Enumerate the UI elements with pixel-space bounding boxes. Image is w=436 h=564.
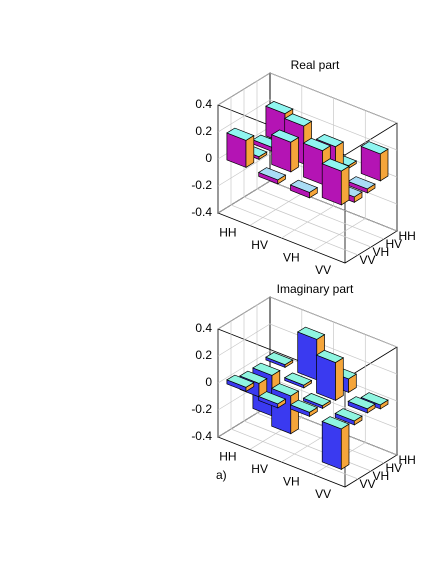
box-edge	[344, 122, 398, 156]
x-tick-label: VV	[315, 263, 331, 277]
bar-top	[283, 372, 313, 386]
x-tick-label: VH	[283, 474, 300, 488]
bar-side	[335, 357, 344, 402]
x-tick-label: HH	[219, 449, 236, 463]
bar-top	[239, 370, 268, 384]
y-tick-label: HV	[386, 461, 403, 475]
bar-top	[226, 127, 255, 141]
bar-top	[315, 134, 345, 148]
z-tick-label: 0.4	[195, 321, 212, 335]
bar-top	[347, 176, 376, 190]
bar-top	[265, 352, 294, 366]
bar-top	[265, 101, 294, 115]
x-tick-label: HH	[219, 225, 236, 239]
bar-top	[321, 416, 350, 430]
x-tick-label: HV	[251, 238, 268, 252]
y-tick-label: HH	[399, 229, 416, 243]
bar-top	[315, 349, 345, 363]
bar-top	[296, 326, 326, 340]
bar-side	[290, 136, 299, 173]
y-tick-label: VV	[360, 477, 376, 491]
bar-top	[289, 399, 319, 413]
grid-line	[217, 72, 398, 124]
x-tick-label: VV	[315, 487, 331, 501]
bar-side	[340, 165, 350, 206]
chart-title: Imaginary part	[277, 282, 354, 296]
bar-side	[290, 390, 299, 435]
bar-top	[270, 383, 300, 397]
z-tick-label: 0.2	[195, 348, 212, 362]
bar-side	[245, 134, 255, 169]
bar-top	[257, 391, 287, 405]
x-tick-label: VH	[283, 250, 300, 264]
z-tick-label: 0.4	[195, 97, 212, 111]
bar-front	[321, 420, 342, 470]
z-tick-label: 0	[205, 375, 212, 389]
bar-top	[257, 167, 287, 181]
bar-top	[302, 137, 332, 152]
z-tick-label: -0.4	[191, 205, 212, 219]
y-tick-label: VV	[360, 253, 376, 267]
bar-top	[360, 141, 389, 155]
bar-side	[340, 423, 350, 471]
bar-top	[334, 408, 363, 422]
y-tick-label: HH	[399, 453, 416, 467]
bar-top	[360, 392, 389, 406]
bar-front	[316, 354, 336, 401]
annotation: a)	[216, 468, 227, 482]
z-tick-label: -0.2	[191, 402, 212, 416]
bar-top	[289, 179, 319, 193]
z-tick-label: -0.4	[191, 429, 212, 443]
z-tick-label: -0.2	[191, 178, 212, 192]
y-tick-label: VH	[373, 469, 390, 483]
z-tick-label: 0	[205, 151, 212, 165]
bar-side	[379, 148, 389, 182]
bar-top	[252, 362, 281, 376]
y-tick-label: VH	[373, 245, 390, 259]
bar-top	[321, 158, 350, 172]
bar-top	[283, 113, 313, 127]
chart-title: Real part	[291, 58, 340, 72]
x-tick-label: HV	[251, 462, 268, 476]
grid-line	[217, 323, 398, 375]
grid-line	[217, 99, 398, 151]
bar-top	[270, 129, 300, 143]
bar-top	[302, 393, 332, 407]
bar-top	[226, 374, 255, 388]
grid-line	[217, 296, 398, 348]
y-tick-label: HV	[386, 237, 403, 251]
z-tick-label: 0.2	[195, 124, 212, 138]
bar-front	[297, 331, 318, 381]
bar-top	[347, 396, 376, 410]
